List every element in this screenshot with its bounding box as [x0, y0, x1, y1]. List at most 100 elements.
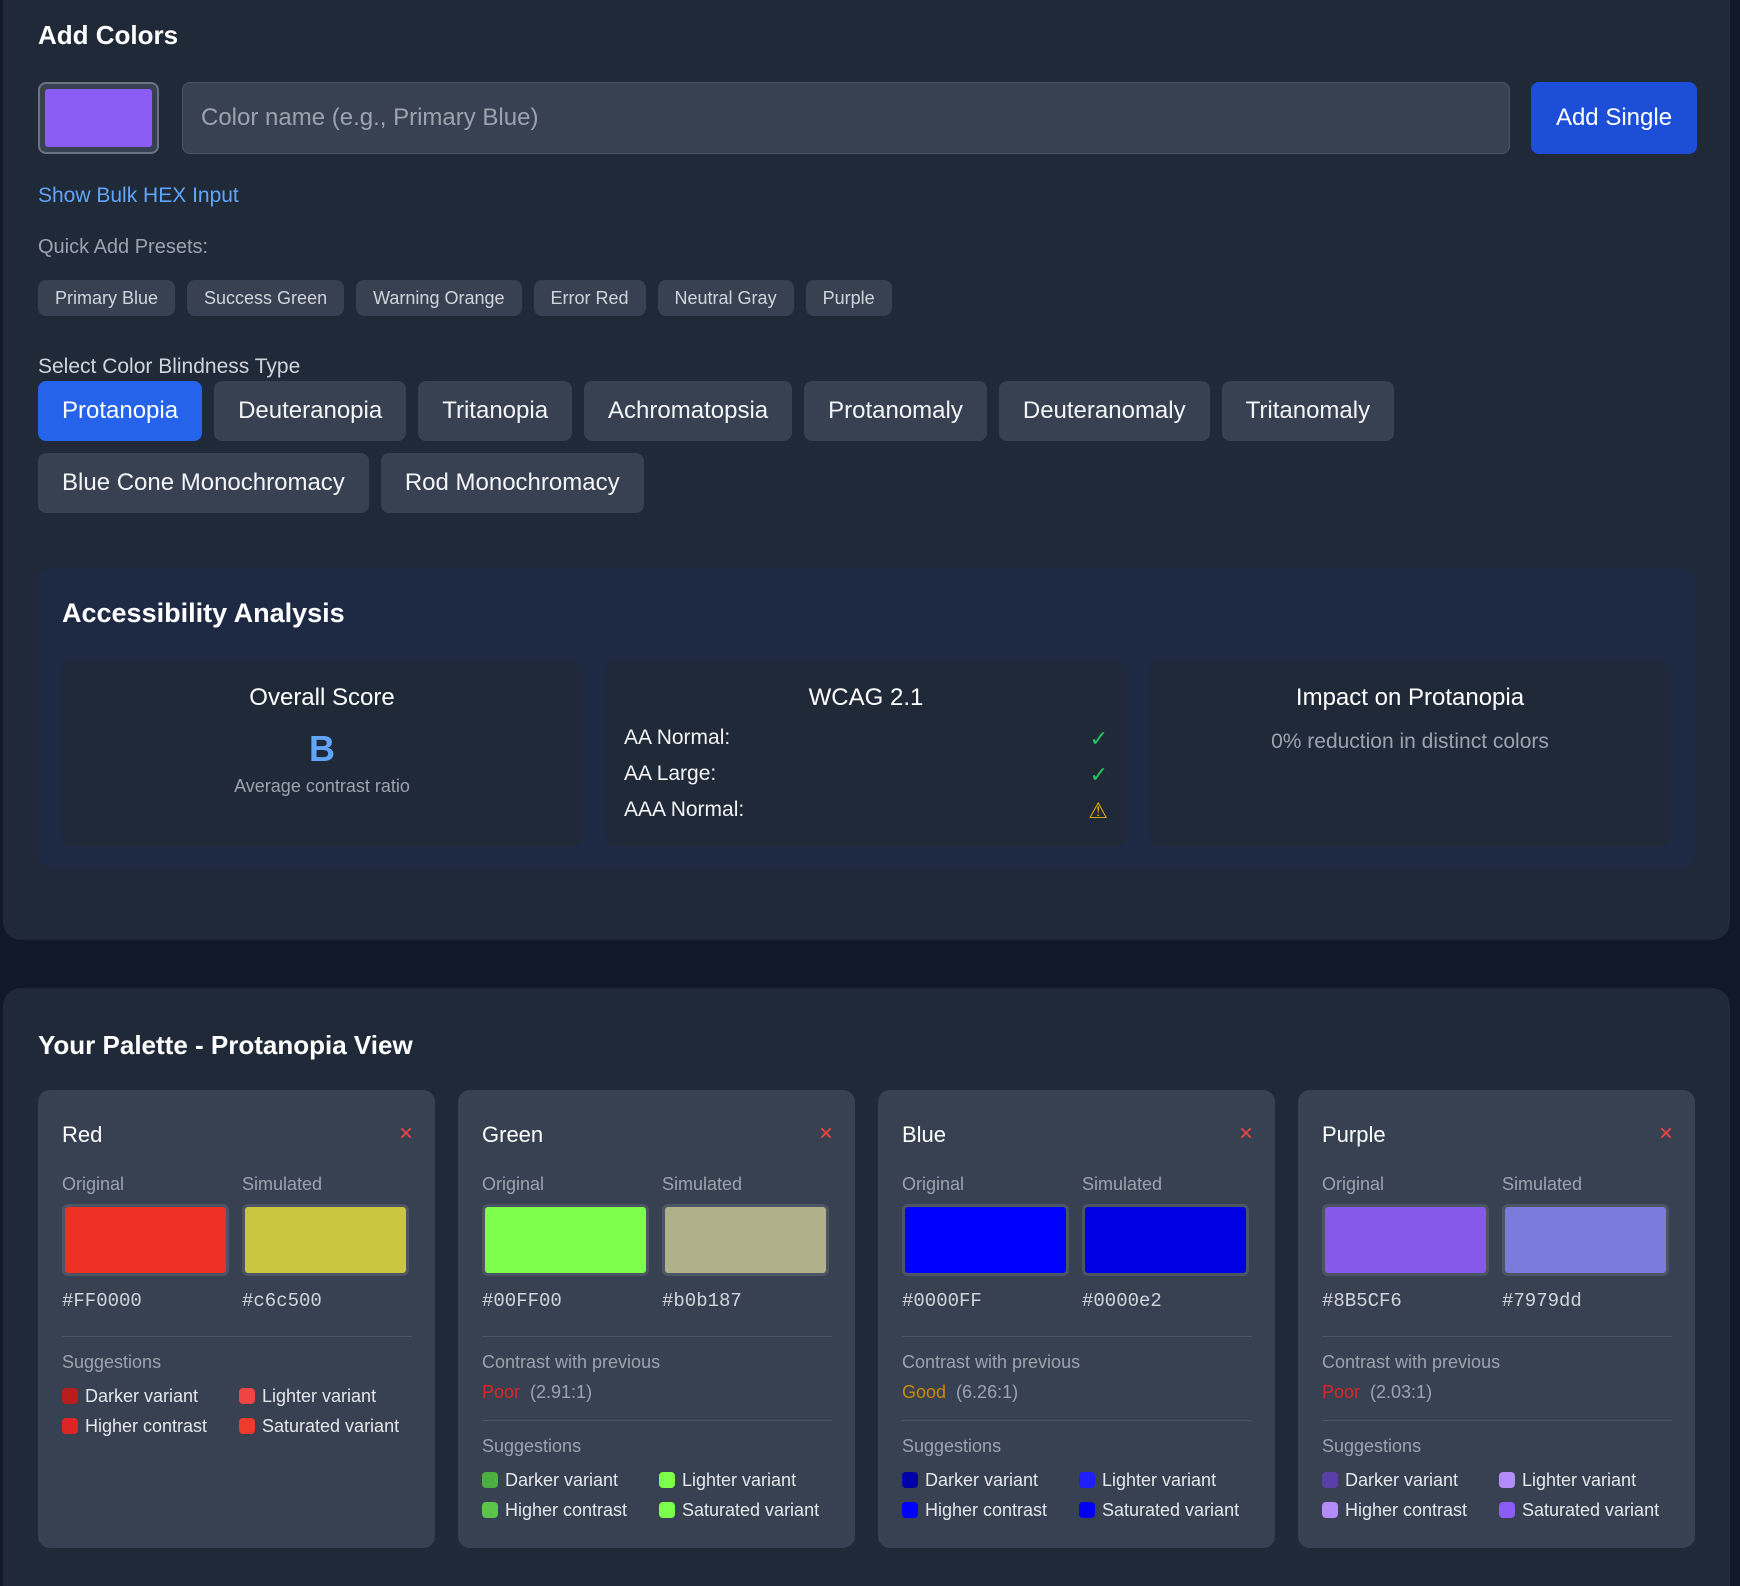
wcag-row-label: AA Large:	[624, 762, 717, 785]
suggestion-label: Darker variant	[925, 1470, 1039, 1490]
analysis-title: Accessibility Analysis	[62, 598, 345, 628]
suggestion-swatch	[1499, 1502, 1515, 1518]
suggestion-saturated-variant[interactable]: Saturated variant	[1499, 1500, 1659, 1521]
suggestion-saturated-variant[interactable]: Saturated variant	[239, 1416, 399, 1437]
overall-score-card: Overall Score B Average contrast ratio	[62, 660, 582, 846]
contrast-rating: Poor	[482, 1382, 521, 1402]
suggestion-lighter-variant[interactable]: Lighter variant	[239, 1386, 376, 1407]
accessibility-analysis: Accessibility Analysis Overall Score B A…	[38, 568, 1695, 868]
suggestion-swatch	[1322, 1472, 1338, 1488]
suggestion-swatch	[482, 1472, 498, 1488]
contrast-value: Good (6.26:1)	[902, 1382, 1018, 1403]
suggestion-swatch	[902, 1502, 918, 1518]
close-icon[interactable]: ×	[398, 1120, 413, 1147]
wcag-title: WCAG 2.1	[808, 684, 924, 711]
check-icon: ✓	[1089, 726, 1108, 751]
blindness-type-tritanomaly[interactable]: Tritanomaly	[1221, 381, 1395, 441]
add-single-button[interactable]: Add Single	[1531, 82, 1697, 154]
suggestion-lighter-variant[interactable]: Lighter variant	[1079, 1470, 1216, 1491]
suggestion-higher-contrast[interactable]: Higher contrast	[1322, 1500, 1467, 1521]
add-colors-title: Add Colors	[38, 20, 179, 50]
suggestion-swatch	[902, 1472, 918, 1488]
close-icon[interactable]: ×	[1658, 1120, 1673, 1147]
impact-text: 0% reduction in distinct colors	[1271, 730, 1549, 753]
impact-card: Impact on Protanopia 0% reduction in dis…	[1150, 660, 1670, 846]
preset-purple[interactable]: Purple	[805, 280, 892, 316]
close-icon[interactable]: ×	[818, 1120, 833, 1147]
color-card-green: Green × Original Simulated #00FF00 #b0b187 Con…	[458, 1090, 855, 1548]
palette-title: Your Palette - Protanopia View	[38, 1030, 413, 1060]
contrast-ratio: (2.03:1)	[1370, 1382, 1433, 1402]
suggestion-saturated-variant[interactable]: Saturated variant	[659, 1500, 819, 1521]
original-label: Original	[482, 1174, 545, 1194]
blindness-type-label: Select Color Blindness Type	[38, 355, 301, 378]
score-subtitle: Average contrast ratio	[234, 776, 410, 796]
simulated-hex: #c6c500	[242, 1290, 322, 1312]
blindness-type-protanopia[interactable]: Protanopia	[38, 381, 203, 441]
contrast-ratio: (2.91:1)	[530, 1382, 593, 1402]
suggestion-darker-variant[interactable]: Darker variant	[1322, 1470, 1458, 1491]
suggestion-label: Lighter variant	[1102, 1470, 1217, 1490]
preset-neutral-gray[interactable]: Neutral Gray	[657, 280, 794, 316]
blindness-type-blue-cone-monochromacy[interactable]: Blue Cone Monochromacy	[38, 453, 369, 513]
suggestion-swatch	[1322, 1502, 1338, 1518]
color-card-name: Green	[482, 1122, 544, 1147]
simulated-hex: #b0b187	[662, 1290, 742, 1312]
suggestion-darker-variant[interactable]: Darker variant	[902, 1470, 1038, 1491]
blindness-type-protanomaly[interactable]: Protanomaly	[804, 381, 987, 441]
blindness-type-row-1: Protanopia Deuteranopia Tritanopia Achromat…	[38, 381, 1395, 441]
color-name-input[interactable]	[182, 82, 1510, 154]
blindness-type-deuteranomaly[interactable]: Deuteranomaly	[998, 381, 1210, 441]
blindness-type-rod-monochromacy[interactable]: Rod Monochromacy	[380, 453, 644, 513]
suggestion-higher-contrast[interactable]: Higher contrast	[902, 1500, 1047, 1521]
wcag-row-aa-large: AA Large: ✓	[624, 762, 1108, 792]
suggestions-label: Suggestions	[482, 1436, 582, 1456]
suggestion-label: Saturated variant	[1522, 1500, 1660, 1520]
original-swatch	[1322, 1204, 1489, 1276]
blindness-type-tritanopia[interactable]: Tritanopia	[418, 381, 573, 441]
contrast-rating: Poor	[1322, 1382, 1361, 1402]
simulated-swatch	[1502, 1204, 1669, 1276]
simulated-swatch	[242, 1204, 409, 1276]
simulated-swatch	[1082, 1204, 1249, 1276]
simulated-label: Simulated	[662, 1174, 743, 1194]
suggestion-higher-contrast[interactable]: Higher contrast	[62, 1416, 207, 1437]
color-picker-swatch[interactable]	[38, 82, 159, 154]
suggestion-label: Higher contrast	[505, 1500, 628, 1520]
blindness-type-achromatopsia[interactable]: Achromatopsia	[584, 381, 793, 441]
close-icon[interactable]: ×	[1238, 1120, 1253, 1147]
contrast-label: Contrast with previous	[482, 1352, 661, 1372]
suggestions-label: Suggestions	[62, 1352, 162, 1372]
picker-color-fill	[45, 89, 152, 147]
wcag-row-aaa-normal: AAA Normal: ⚠	[624, 798, 1108, 828]
suggestion-lighter-variant[interactable]: Lighter variant	[659, 1470, 796, 1491]
color-card-red: Red × Original Simulated #FF0000 #c6c500 Sugge…	[38, 1090, 435, 1548]
original-label: Original	[1322, 1174, 1385, 1194]
simulated-hex: #7979dd	[1502, 1290, 1582, 1312]
show-bulk-hex-link[interactable]: Show Bulk HEX Input	[38, 184, 239, 207]
quick-presets-label: Quick Add Presets:	[38, 236, 209, 258]
suggestion-label: Saturated variant	[1102, 1500, 1240, 1520]
suggestion-darker-variant[interactable]: Darker variant	[482, 1470, 618, 1491]
color-card-purple: Purple × Original Simulated #8B5CF6 #7979dd Co…	[1298, 1090, 1695, 1548]
divider	[1322, 1336, 1672, 1337]
preset-success-green[interactable]: Success Green	[187, 280, 345, 316]
suggestion-saturated-variant[interactable]: Saturated variant	[1079, 1500, 1239, 1521]
simulated-hex: #0000e2	[1082, 1290, 1162, 1312]
preset-primary-blue[interactable]: Primary Blue	[38, 280, 176, 316]
color-card-name: Red	[62, 1122, 103, 1147]
preset-error-red[interactable]: Error Red	[533, 280, 646, 316]
preset-warning-orange[interactable]: Warning Orange	[356, 280, 522, 316]
divider	[1322, 1420, 1672, 1421]
check-icon: ✓	[1089, 762, 1108, 787]
suggestion-darker-variant[interactable]: Darker variant	[62, 1386, 198, 1407]
suggestion-lighter-variant[interactable]: Lighter variant	[1499, 1470, 1636, 1491]
suggestion-swatch	[659, 1502, 675, 1518]
original-hex: #FF0000	[62, 1290, 142, 1312]
suggestion-label: Lighter variant	[682, 1470, 797, 1490]
suggestions-label: Suggestions	[902, 1436, 1002, 1456]
suggestion-higher-contrast[interactable]: Higher contrast	[482, 1500, 627, 1521]
suggestion-swatch	[1079, 1502, 1095, 1518]
blindness-type-deuteranopia[interactable]: Deuteranopia	[214, 381, 407, 441]
suggestion-label: Higher contrast	[1345, 1500, 1468, 1520]
